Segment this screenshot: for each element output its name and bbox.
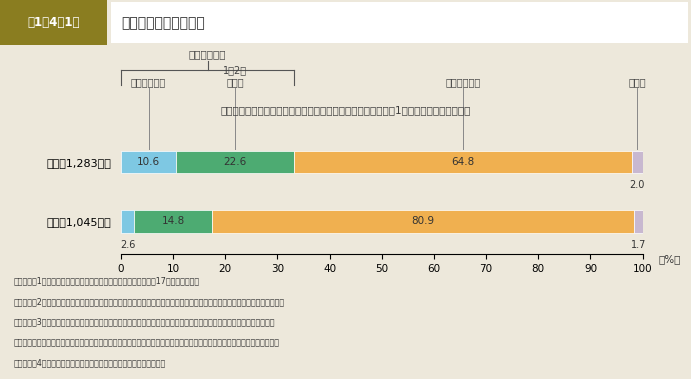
Bar [135, 210, 211, 233]
Text: 64.8: 64.8 [451, 157, 475, 167]
Text: （%）: （%） [659, 255, 681, 265]
Bar [111, 2, 688, 43]
Text: 2.6: 2.6 [120, 240, 135, 250]
Bar [294, 151, 632, 173]
Text: 4．性的強要：嫌がっているのに性的な行為を強要された。: 4．性的強要：嫌がっているのに性的な行為を強要された。 [14, 359, 166, 368]
Text: 3．心理的攻撃：人格を否定するような暴言や交友関係を細かく監視するなどの精神的な嫌がらせを受けた，あ: 3．心理的攻撃：人格を否定するような暴言や交友関係を細かく監視するなどの精神的な… [14, 318, 275, 327]
Bar [176, 151, 294, 173]
Text: 80.9: 80.9 [411, 216, 435, 226]
Text: 14.8: 14.8 [162, 216, 184, 226]
Text: 10.6: 10.6 [137, 157, 160, 167]
Text: 第1－4－1図: 第1－4－1図 [28, 16, 79, 29]
Text: 「身体的暴行」，「心理的攻撃」，「性的強要」のいずれかを1つでも受けたことがある: 「身体的暴行」，「心理的攻撃」，「性的強要」のいずれかを1つでも受けたことがある [220, 106, 471, 116]
Text: るいは，あなた若しくはあなたの家族に危害が加えられるのではないかと恐怖を感じるような脅迫を受けた。: るいは，あなた若しくはあなたの家族に危害が加えられるのではないかと恐怖を感じるよ… [14, 338, 280, 347]
Text: 2.0: 2.0 [630, 180, 645, 190]
Text: 22.6: 22.6 [224, 157, 247, 167]
Bar [121, 210, 135, 233]
Bar [121, 151, 176, 173]
Text: 1，2度
あった: 1，2度 あった [223, 66, 247, 87]
Text: 配偶者からの被害経験: 配偶者からの被害経験 [121, 16, 205, 30]
Text: 2．身体的暴行：殴ったり，けったり，物を投げつけたり，突き飛ばしたりするなどの身体に対する暴行を受けた。: 2．身体的暴行：殴ったり，けったり，物を投げつけたり，突き飛ばしたりするなどの身… [14, 297, 285, 306]
Bar [632, 151, 643, 173]
Text: 1.7: 1.7 [630, 240, 646, 250]
Text: 何度もあった: 何度もあった [131, 77, 167, 87]
Text: あった（計）: あった（計） [189, 50, 226, 60]
Bar [634, 210, 643, 233]
Bar [0, 0, 107, 45]
Text: まったくない: まったくない [446, 77, 481, 87]
Text: （備考）　1．内閣府「男女間における暴力に関する調査」（平成17年）より作成。: （備考） 1．内閣府「男女間における暴力に関する調査」（平成17年）より作成。 [14, 277, 200, 286]
Bar [211, 210, 634, 233]
Text: 無回答: 無回答 [629, 77, 646, 87]
